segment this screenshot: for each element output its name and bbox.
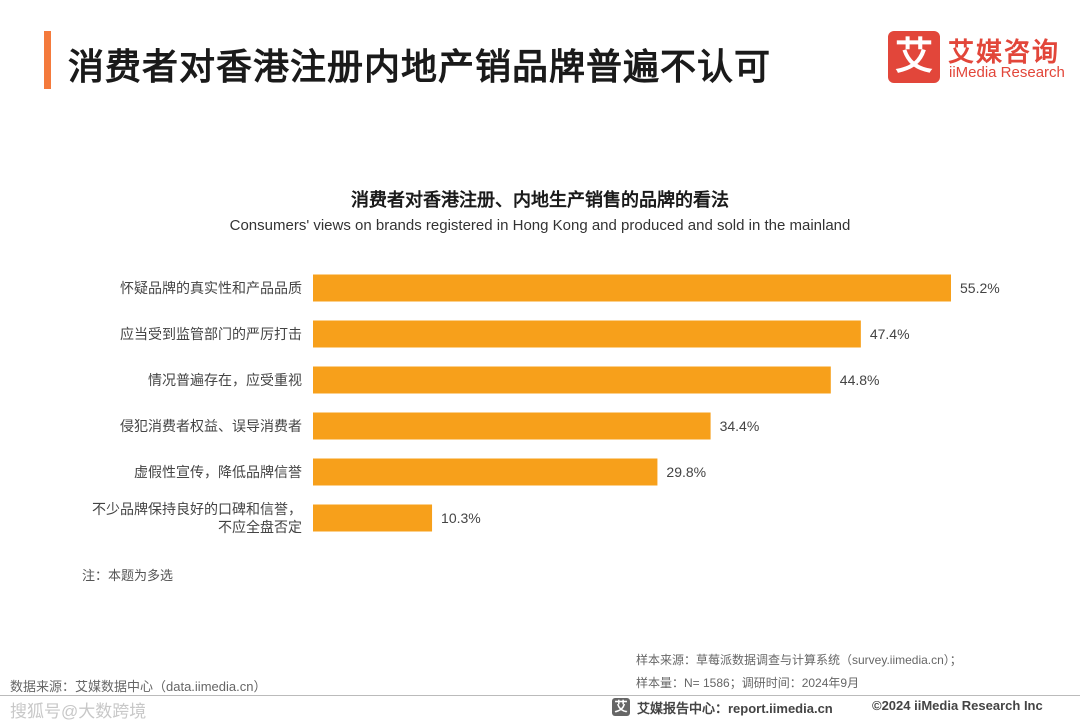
logo-name-en: iiMedia Research <box>949 64 1065 81</box>
title-accent-bar <box>44 31 51 89</box>
page-title: 消费者对香港注册内地产销品牌普遍不认可 <box>68 46 772 87</box>
footer-logo-icon: 艾 <box>612 698 630 716</box>
iimedia-logo: 艾 艾媒咨询 iiMedia Research <box>888 31 1065 83</box>
logo-name-cn: 艾媒咨询 <box>948 37 1061 67</box>
sample-info: 样本量：N= 1586；调研时间：2024年9月 <box>636 676 860 690</box>
bar-value-label-5: 10.3% <box>441 510 481 526</box>
category-label-3: 侵犯消费者权益、误导消费者 <box>120 418 302 434</box>
sample-source: 样本来源：草莓派数据调查与计算系统（survey.iimedia.cn）； <box>636 653 962 667</box>
chart-title: 消费者对香港注册、内地生产销售的品牌的看法 <box>351 190 729 210</box>
data-source: 数据来源：艾媒数据中心（data.iimedia.cn） <box>10 679 267 694</box>
footer-watermark: 搜狐号@大数跨境 <box>10 702 147 721</box>
category-label-5-line-0: 不少品牌保持良好的口碑和信誉， <box>92 501 302 517</box>
bar-value-label-2: 44.8% <box>840 372 880 388</box>
category-label-4: 虚假性宣传，降低品牌信誉 <box>134 464 302 480</box>
bar-value-label-3: 34.4% <box>720 418 760 434</box>
bar-value-label-0: 55.2% <box>960 280 1000 296</box>
bar-value-label-4: 29.8% <box>666 464 706 480</box>
category-label-2: 情况普遍存在，应受重视 <box>148 372 302 388</box>
category-label-0: 怀疑品牌的真实性和产品品质 <box>120 280 302 296</box>
logo-mark-icon: 艾 <box>888 31 940 83</box>
bar-2 <box>313 366 831 394</box>
chart-subtitle: Consumers' views on brands registered in… <box>229 217 851 234</box>
category-label-5-line-1: 不应全盘否定 <box>218 519 302 535</box>
chart-note: 注：本题为多选 <box>82 568 174 583</box>
footer-copyright: ©2024 iiMedia Research Inc <box>872 698 1043 713</box>
footer-report-center: 艾媒报告中心：report.iimedia.cn <box>637 701 833 716</box>
bar-3 <box>313 412 711 440</box>
bar-0 <box>313 274 951 302</box>
category-label-1: 应当受到监管部门的严厉打击 <box>120 326 302 342</box>
bar-5 <box>313 504 433 532</box>
bar-1 <box>313 320 861 348</box>
bar-value-label-1: 47.4% <box>870 326 910 342</box>
bar-4 <box>313 458 658 486</box>
footer-divider <box>0 695 1080 696</box>
